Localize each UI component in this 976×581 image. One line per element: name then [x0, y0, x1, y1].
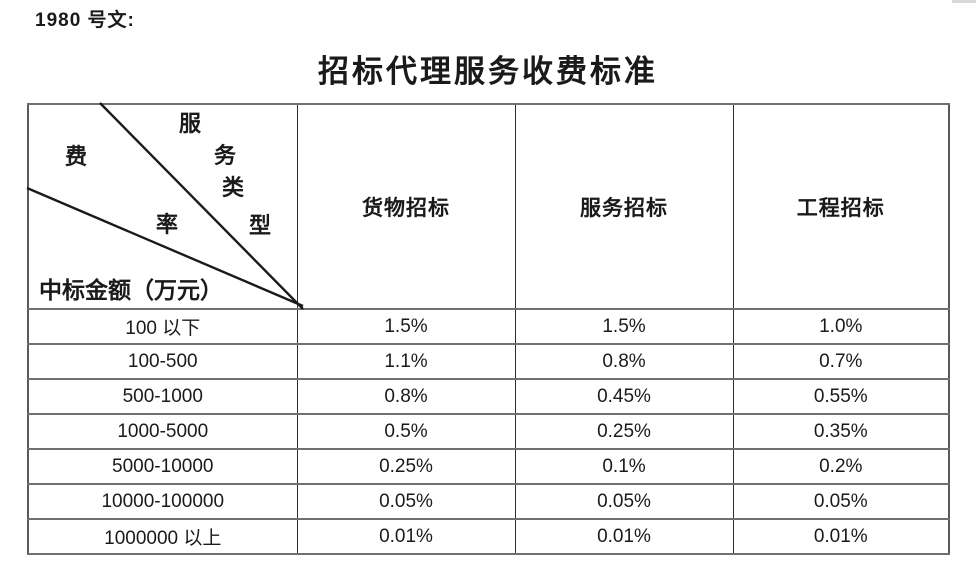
diagonal-corner-cell: 服 务 类 型 费 率 中标金额（万元）: [27, 103, 298, 310]
rate-value: 0.8%: [296, 378, 516, 415]
corner-diag-char-1: 服: [179, 111, 202, 136]
fee-table: 服 务 类 型 费 率 中标金额（万元） 货物招标 服务招标 工程招标 100 …: [27, 103, 950, 555]
rate-value: 0.8%: [514, 343, 734, 380]
rate-value: 0.35%: [732, 413, 950, 450]
corner-bottom-label: 中标金额（万元）: [39, 278, 223, 303]
rate-value: 0.1%: [514, 448, 734, 485]
rate-value: 1.1%: [296, 343, 516, 380]
rate-value: 0.01%: [296, 518, 516, 555]
corner-diag-char-3: 类: [222, 175, 245, 200]
amount-range: 1000-5000: [27, 413, 298, 450]
rate-value: 0.2%: [732, 448, 950, 485]
rate-value: 1.0%: [732, 308, 950, 345]
amount-range: 10000-100000: [27, 483, 298, 520]
rate-value: 0.45%: [514, 378, 734, 415]
column-header-works: 工程招标: [732, 103, 950, 310]
table-row: 100-500 1.1% 0.8% 0.7%: [27, 343, 950, 380]
corner-middle-char-1: 费: [65, 144, 88, 169]
amount-range: 500-1000: [27, 378, 298, 415]
rate-value: 0.05%: [296, 483, 516, 520]
rate-value: 1.5%: [296, 308, 516, 345]
rate-value: 0.05%: [732, 483, 950, 520]
document-reference: 1980 号文:: [35, 10, 135, 31]
table-row: 5000-10000 0.25% 0.1% 0.2%: [27, 448, 950, 485]
page-title: 招标代理服务收费标准: [318, 54, 658, 89]
table-row: 1000-5000 0.5% 0.25% 0.35%: [27, 413, 950, 450]
rate-value: 1.5%: [514, 308, 734, 345]
rate-value: 0.01%: [732, 518, 950, 555]
amount-range: 100 以下: [27, 308, 298, 345]
table-row: 100 以下 1.5% 1.5% 1.0%: [27, 308, 950, 345]
table-header-row: 服 务 类 型 费 率 中标金额（万元） 货物招标 服务招标 工程招标: [27, 103, 950, 310]
column-header-goods: 货物招标: [296, 103, 516, 310]
rate-value: 0.5%: [296, 413, 516, 450]
amount-range: 5000-10000: [27, 448, 298, 485]
rate-value: 0.01%: [514, 518, 734, 555]
corner-middle-char-2: 率: [156, 212, 179, 237]
table-row: 10000-100000 0.05% 0.05% 0.05%: [27, 483, 950, 520]
amount-range: 100-500: [27, 343, 298, 380]
corner-diag-char-4: 型: [249, 213, 272, 238]
scrollbar-fragment: [952, 0, 976, 3]
rate-value: 0.25%: [514, 413, 734, 450]
rate-value: 0.7%: [732, 343, 950, 380]
rate-value: 0.05%: [514, 483, 734, 520]
amount-range: 1000000 以上: [27, 518, 298, 555]
corner-diag-char-2: 务: [214, 143, 237, 168]
rate-value: 0.55%: [732, 378, 950, 415]
column-header-services: 服务招标: [514, 103, 734, 310]
fee-table-container: 服 务 类 型 费 率 中标金额（万元） 货物招标 服务招标 工程招标 100 …: [26, 102, 950, 556]
table-row: 500-1000 0.8% 0.45% 0.55%: [27, 378, 950, 415]
table-row: 1000000 以上 0.01% 0.01% 0.01%: [27, 518, 950, 555]
rate-value: 0.25%: [296, 448, 516, 485]
